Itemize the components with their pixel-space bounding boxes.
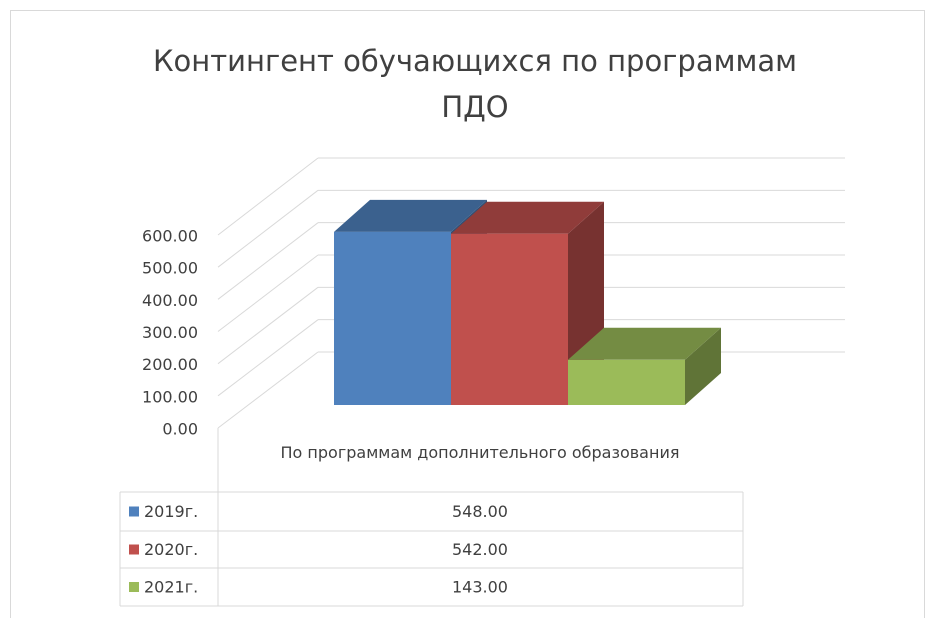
grid-line: [217, 254, 319, 332]
y-tick-label: 500.00: [142, 259, 198, 278]
table-value: 542.00: [452, 540, 508, 559]
chart-border: [10, 10, 925, 618]
table-value: 548.00: [452, 502, 508, 521]
grid-line: [217, 222, 319, 300]
table-value: 143.00: [452, 578, 508, 597]
bar: [451, 233, 568, 405]
legend-label: 2020г.: [144, 540, 198, 559]
legend-swatch: [129, 544, 139, 555]
legend-label: 2019г.: [144, 502, 198, 521]
y-tick-label: 300.00: [142, 323, 198, 342]
bar-side: [685, 327, 721, 405]
legend-swatch: [129, 582, 139, 592]
grid-line: [217, 351, 319, 429]
chart-title: Контингент обучающихся по программам ПДО: [152, 44, 798, 124]
bar-top: [568, 327, 721, 360]
y-tick-label: 200.00: [142, 355, 198, 374]
y-tick-label: 400.00: [142, 291, 198, 310]
grid-line: [217, 157, 319, 236]
bar: [568, 359, 685, 405]
y-tick-label: 600.00: [142, 227, 198, 246]
grid-line: [217, 286, 319, 365]
legend-swatch: [129, 506, 139, 517]
grid-line: [217, 319, 319, 397]
bar-top: [451, 201, 604, 234]
grid-line: [217, 189, 319, 268]
y-tick-label: 100.00: [142, 387, 198, 406]
legend-label: 2021г.: [144, 578, 198, 597]
bar-top: [334, 199, 487, 232]
bar: [334, 231, 451, 405]
category-label: По программам дополнительного образовани…: [280, 443, 680, 462]
y-tick-label: 0.00: [162, 420, 198, 439]
